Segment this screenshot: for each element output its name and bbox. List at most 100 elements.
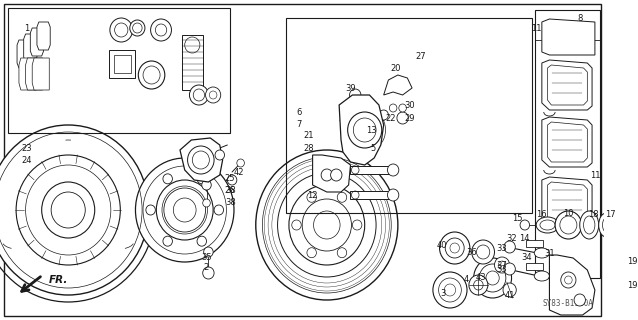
Text: 25: 25 — [224, 173, 235, 182]
Circle shape — [215, 150, 225, 160]
Circle shape — [469, 275, 488, 295]
Circle shape — [503, 283, 516, 297]
Circle shape — [0, 125, 149, 295]
Text: 36: 36 — [466, 247, 477, 257]
Circle shape — [389, 104, 397, 112]
Polygon shape — [17, 40, 31, 68]
Text: 43: 43 — [476, 274, 487, 283]
Circle shape — [163, 236, 172, 246]
Circle shape — [433, 272, 467, 308]
Text: 18: 18 — [588, 210, 598, 219]
Ellipse shape — [598, 213, 614, 237]
Circle shape — [504, 241, 516, 253]
Circle shape — [379, 110, 389, 120]
Circle shape — [188, 146, 214, 174]
Bar — [535, 10, 600, 278]
Text: 3: 3 — [441, 289, 446, 298]
Text: 29: 29 — [404, 114, 415, 123]
Text: 26: 26 — [224, 186, 235, 195]
Circle shape — [202, 180, 211, 190]
Circle shape — [110, 18, 133, 42]
Circle shape — [203, 199, 211, 207]
Text: 40: 40 — [436, 241, 447, 250]
Text: 19: 19 — [628, 258, 638, 267]
Circle shape — [214, 205, 223, 215]
Text: 16: 16 — [537, 210, 547, 219]
Circle shape — [574, 294, 586, 306]
Polygon shape — [24, 34, 37, 62]
Text: 41: 41 — [505, 291, 515, 300]
Text: 24: 24 — [21, 156, 32, 164]
Circle shape — [608, 207, 638, 243]
Text: 11: 11 — [590, 171, 600, 180]
Text: 8: 8 — [577, 13, 582, 22]
Polygon shape — [542, 117, 592, 167]
Polygon shape — [180, 138, 223, 182]
Bar — [182, 35, 203, 90]
Text: 37: 37 — [497, 260, 507, 269]
Bar — [286, 18, 532, 213]
Polygon shape — [542, 177, 592, 227]
Circle shape — [399, 104, 406, 112]
Polygon shape — [383, 75, 412, 95]
Circle shape — [561, 272, 576, 288]
Circle shape — [338, 248, 346, 258]
Ellipse shape — [536, 217, 559, 233]
Circle shape — [138, 61, 165, 89]
Polygon shape — [19, 58, 36, 90]
Text: 32: 32 — [506, 234, 517, 243]
Text: 33: 33 — [497, 266, 507, 275]
Circle shape — [256, 150, 398, 300]
Polygon shape — [547, 182, 588, 222]
Circle shape — [135, 158, 234, 262]
Circle shape — [350, 89, 361, 101]
Text: 20: 20 — [390, 63, 401, 73]
Circle shape — [307, 192, 316, 202]
Text: 7: 7 — [297, 119, 302, 129]
Circle shape — [471, 240, 494, 264]
Circle shape — [387, 164, 399, 176]
Circle shape — [227, 175, 237, 185]
Bar — [350, 166, 393, 174]
Text: SY83-B1910A: SY83-B1910A — [542, 299, 593, 308]
Bar — [8, 8, 230, 133]
Ellipse shape — [534, 271, 549, 281]
Text: 10: 10 — [563, 209, 574, 218]
Text: 30: 30 — [404, 100, 415, 109]
Text: 33: 33 — [497, 244, 507, 252]
Text: 34: 34 — [521, 253, 532, 262]
Text: 14: 14 — [519, 234, 530, 243]
Text: 27: 27 — [415, 52, 426, 60]
Circle shape — [348, 112, 382, 148]
Polygon shape — [614, 258, 637, 272]
Circle shape — [440, 232, 470, 264]
Polygon shape — [31, 28, 43, 56]
Text: 13: 13 — [366, 125, 376, 134]
Text: 2: 2 — [204, 263, 209, 273]
Polygon shape — [614, 280, 637, 295]
Text: 1: 1 — [24, 23, 29, 33]
Circle shape — [520, 220, 530, 230]
Text: 11: 11 — [531, 23, 542, 33]
Text: 19: 19 — [628, 281, 638, 290]
Circle shape — [397, 112, 408, 124]
Text: 23: 23 — [21, 143, 32, 153]
Bar — [109, 50, 135, 78]
Circle shape — [205, 87, 221, 103]
Circle shape — [203, 267, 214, 279]
Circle shape — [338, 192, 346, 202]
Circle shape — [163, 174, 172, 184]
Circle shape — [387, 189, 399, 201]
Polygon shape — [542, 19, 595, 55]
Text: 28: 28 — [304, 143, 314, 153]
Circle shape — [352, 220, 362, 230]
Polygon shape — [37, 22, 50, 50]
Text: 38: 38 — [226, 186, 237, 195]
Polygon shape — [339, 95, 383, 165]
Circle shape — [292, 220, 301, 230]
Circle shape — [473, 258, 512, 298]
Ellipse shape — [534, 248, 549, 258]
Text: FR.: FR. — [49, 275, 69, 285]
Polygon shape — [313, 155, 350, 192]
Text: 35: 35 — [201, 253, 212, 262]
